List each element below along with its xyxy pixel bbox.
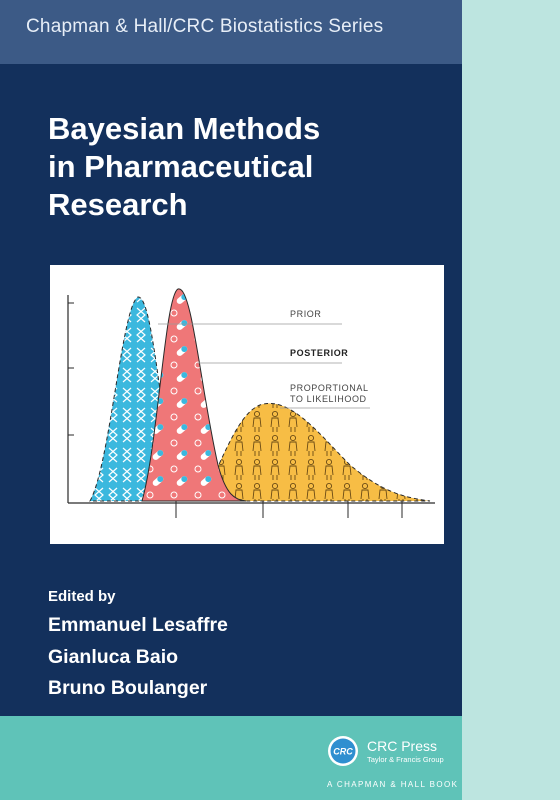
editor-name: Gianluca Baio [48, 646, 179, 668]
posterior-label: POSTERIOR [290, 348, 348, 358]
series-band: Chapman & Hall/CRC Biostatistics Series [0, 0, 462, 64]
edited-by-label: Edited by [48, 588, 116, 605]
publisher-group: Taylor & Francis Group [367, 755, 444, 764]
cover-illustration: PRIOR POSTERIOR PROPORTIONAL TO LIKELIHO… [50, 265, 444, 544]
publisher-book-line: A CHAPMAN & HALL BOOK [327, 780, 459, 789]
title-line-3: Research [48, 187, 188, 222]
editor-name: Emmanuel Lesaffre [48, 614, 228, 636]
likelihood-pattern [199, 403, 431, 502]
title-line-2: in Pharmaceutical [48, 149, 314, 184]
title-line-1: Bayesian Methods [48, 111, 321, 146]
crc-press-logo: CRC [328, 736, 358, 766]
crc-logo-text: CRC [333, 747, 353, 757]
likelihood-label-line-1: PROPORTIONAL [290, 383, 369, 393]
publisher-name: CRC Press [367, 738, 438, 754]
series-name: Chapman & Hall/CRC Biostatistics Series [26, 16, 384, 37]
posterior-pattern [141, 288, 247, 502]
distribution-illustration: PRIOR POSTERIOR PROPORTIONAL TO LIKELIHO… [67, 288, 435, 518]
editor-name: Bruno Boulanger [48, 677, 208, 699]
publisher-band [0, 716, 462, 800]
book-cover: Chapman & Hall/CRC Biostatistics Series … [0, 0, 462, 716]
book-spine [462, 0, 560, 800]
likelihood-label-line-2: TO LIKELIHOOD [290, 394, 367, 404]
prior-label: PRIOR [290, 309, 322, 319]
book-title: Bayesian Methods in Pharmaceutical Resea… [48, 110, 448, 224]
